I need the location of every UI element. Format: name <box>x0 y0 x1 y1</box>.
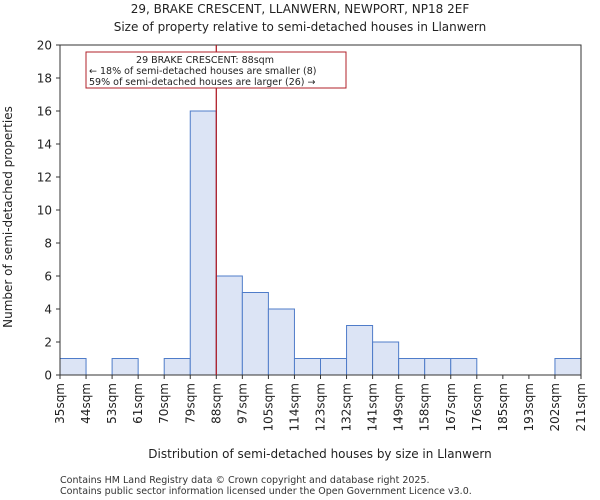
plot-frame <box>59 44 582 376</box>
x-tick-label: 79sqm <box>183 383 197 424</box>
chart-title-line1: 29, BRAKE CRESCENT, LLANWERN, NEWPORT, N… <box>131 2 470 16</box>
bar-53sqm <box>111 358 139 376</box>
y-tick-label: 2 <box>44 336 52 350</box>
bar-70sqm <box>163 358 191 376</box>
x-tick-label: 123sqm <box>314 383 328 431</box>
x-tick-label: 97sqm <box>235 383 249 424</box>
bar-167sqm <box>450 358 478 376</box>
bar-141sqm <box>372 341 400 376</box>
x-tick-label: 35sqm <box>53 383 67 424</box>
x-tick-label: 88sqm <box>209 383 223 424</box>
bar-158sqm <box>424 358 452 376</box>
plot-area: 0 2 4 6 8 10 12 14 16 18 20 35sqm 44sqm 53sqm 61sqm 70s… <box>37 39 588 432</box>
x-axis-label: Distribution of semi-detached houses by … <box>148 447 491 461</box>
x-tick-label: 53sqm <box>105 383 119 424</box>
bar-132sqm <box>346 325 374 376</box>
y-tick-label: 6 <box>44 270 52 284</box>
bar-35sqm <box>59 358 87 376</box>
y-tick-label: 18 <box>37 72 52 86</box>
bar-97sqm <box>241 292 269 376</box>
x-tick-label: 70sqm <box>157 383 171 424</box>
footer-copyright: Contains HM Land Registry data © Crown c… <box>60 475 430 486</box>
x-tick-label: 141sqm <box>366 383 380 431</box>
x-tick-label: 61sqm <box>131 383 145 424</box>
y-tick-label: 20 <box>37 39 52 53</box>
footer-licence: Contains public sector information licen… <box>60 486 472 497</box>
chart-title-line2: Size of property relative to semi-detach… <box>114 20 487 34</box>
y-tick-label: 10 <box>37 204 52 218</box>
y-tick-label: 14 <box>37 138 52 152</box>
bar-88sqm <box>215 275 243 376</box>
x-tick-label: 158sqm <box>418 383 432 431</box>
bar-123sqm <box>320 358 348 376</box>
bar-149sqm <box>398 358 426 376</box>
annotation-larger: 59% of semi-detached houses are larger (… <box>89 77 316 88</box>
bar-114sqm <box>293 358 322 376</box>
y-axis-label: Number of semi-detached properties <box>1 106 15 328</box>
x-tick-label: 44sqm <box>79 383 93 424</box>
x-tick-label: 149sqm <box>392 383 406 431</box>
x-tick-label: 167sqm <box>444 383 458 431</box>
x-tick-label: 176sqm <box>470 383 484 431</box>
annotation-box <box>85 51 347 89</box>
y-tick-label: 12 <box>37 171 52 185</box>
y-tick-label: 4 <box>44 303 52 317</box>
bar-202sqm <box>554 358 582 376</box>
bar-79sqm <box>189 110 217 376</box>
annotation-title: 29 BRAKE CRESCENT: 88sqm <box>136 55 274 66</box>
x-tick-label: 114sqm <box>287 383 301 431</box>
bar-105sqm <box>267 308 295 376</box>
y-tick-label: 8 <box>44 237 52 251</box>
x-tick-label: 193sqm <box>522 383 536 431</box>
y-tick-label: 0 <box>44 369 52 383</box>
x-tick-label: 211sqm <box>574 383 588 431</box>
x-tick-label: 202sqm <box>548 383 562 431</box>
y-tick-label: 16 <box>37 105 52 119</box>
x-tick-label: 105sqm <box>261 383 275 431</box>
x-tick-label: 132sqm <box>340 383 354 431</box>
x-tick-label: 185sqm <box>496 383 510 431</box>
annotation-smaller: ← 18% of semi-detached houses are smalle… <box>89 66 317 77</box>
